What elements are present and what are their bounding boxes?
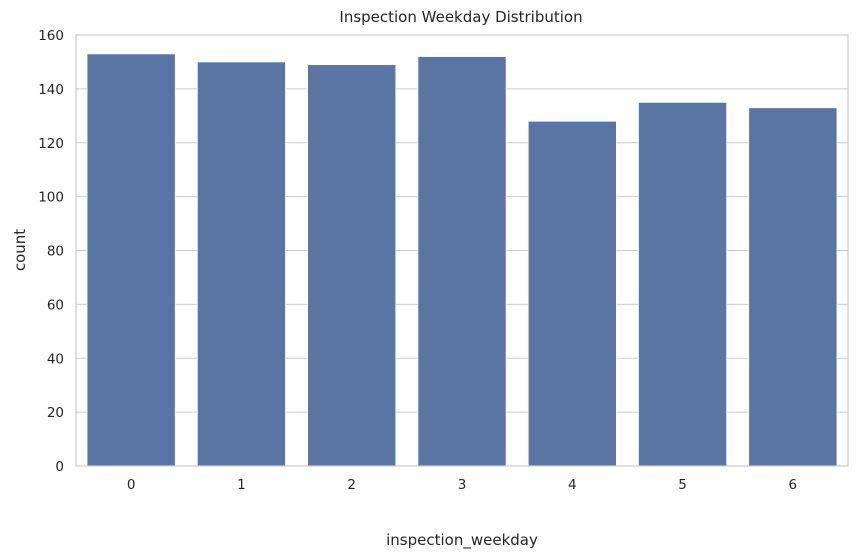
x-tick-label: 4 [568,477,577,493]
bar-weekday-4 [527,120,617,467]
bar-weekday-2 [307,64,397,467]
x-tick-label: 3 [458,477,467,493]
y-tick-label: 120 [38,136,64,152]
bar-weekday-0 [86,53,176,467]
bar-weekday-3 [417,56,507,467]
plot-frame [75,34,849,467]
y-tick-label: 100 [38,190,64,206]
bar-weekday-6 [748,107,838,467]
chart-title: Inspection Weekday Distribution [339,8,582,26]
y-tick-label: 40 [47,351,64,367]
x-tick-label: 1 [237,477,246,493]
x-tick-label: 2 [347,477,356,493]
y-tick-labels: 0 20 40 60 80 100 120 140 160 [38,28,64,475]
y-tick-label: 80 [47,244,64,260]
x-tick-labels: 0 1 2 3 4 5 6 [127,477,797,493]
bars [86,53,838,467]
x-tick-label: 6 [789,477,798,493]
x-tick-label: 0 [127,477,136,493]
y-axis-label: count [11,229,29,271]
y-tick-label: 160 [38,28,64,44]
y-tick-label: 0 [55,459,64,475]
bar-weekday-5 [638,101,728,467]
x-axis-label: inspection_weekday [386,531,538,550]
bar-weekday-1 [196,61,286,467]
y-tick-label: 60 [47,297,64,313]
y-tick-label: 140 [38,82,64,98]
y-tick-label: 20 [47,405,64,421]
x-tick-label: 5 [678,477,687,493]
